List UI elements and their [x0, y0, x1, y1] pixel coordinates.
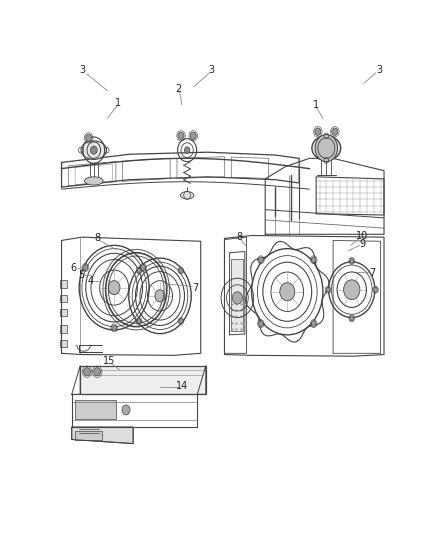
Circle shape: [311, 257, 316, 263]
Circle shape: [122, 405, 130, 415]
Text: 3: 3: [79, 65, 85, 75]
Bar: [60, 340, 67, 347]
Circle shape: [326, 287, 330, 292]
Bar: [75, 400, 116, 419]
Ellipse shape: [312, 136, 341, 160]
Circle shape: [179, 319, 183, 324]
Text: 15: 15: [103, 356, 115, 366]
Circle shape: [258, 321, 263, 327]
Text: 3: 3: [208, 65, 214, 75]
Circle shape: [137, 319, 141, 324]
Text: 5: 5: [78, 270, 85, 279]
Circle shape: [232, 292, 243, 304]
Circle shape: [108, 280, 120, 295]
Text: 1: 1: [114, 98, 120, 108]
Circle shape: [258, 257, 263, 263]
Circle shape: [280, 282, 295, 301]
Circle shape: [350, 316, 354, 321]
Text: 8: 8: [237, 232, 243, 242]
Circle shape: [155, 290, 165, 302]
Text: 9: 9: [359, 239, 365, 249]
Circle shape: [83, 265, 88, 270]
Text: 7: 7: [369, 268, 375, 278]
Circle shape: [311, 321, 316, 327]
Text: 8: 8: [94, 233, 100, 244]
Bar: [75, 431, 102, 440]
Ellipse shape: [180, 191, 194, 199]
Circle shape: [112, 325, 117, 330]
Circle shape: [84, 368, 90, 376]
Circle shape: [332, 128, 338, 135]
Circle shape: [94, 368, 101, 376]
Circle shape: [178, 132, 184, 140]
Polygon shape: [80, 366, 206, 394]
Bar: [230, 259, 244, 330]
Circle shape: [137, 268, 141, 273]
Circle shape: [90, 146, 97, 154]
Text: 1: 1: [313, 100, 319, 110]
Circle shape: [190, 132, 196, 140]
Circle shape: [344, 280, 360, 300]
Ellipse shape: [81, 141, 106, 159]
Circle shape: [350, 259, 354, 263]
Bar: [60, 309, 67, 317]
Bar: [60, 325, 67, 333]
Text: 3: 3: [376, 65, 382, 75]
Text: 4: 4: [87, 276, 93, 286]
Circle shape: [86, 134, 92, 142]
Circle shape: [315, 128, 321, 135]
Circle shape: [184, 147, 190, 154]
Text: 10: 10: [356, 230, 368, 240]
Text: 7: 7: [192, 282, 199, 293]
Ellipse shape: [85, 177, 103, 185]
Bar: [60, 295, 67, 302]
Circle shape: [315, 134, 338, 161]
Text: 14: 14: [176, 381, 188, 391]
Polygon shape: [72, 427, 133, 443]
Text: 6: 6: [71, 263, 77, 273]
Text: 2: 2: [176, 84, 182, 94]
Bar: [60, 280, 67, 288]
Circle shape: [374, 287, 378, 292]
Circle shape: [141, 265, 145, 270]
Circle shape: [179, 268, 183, 273]
